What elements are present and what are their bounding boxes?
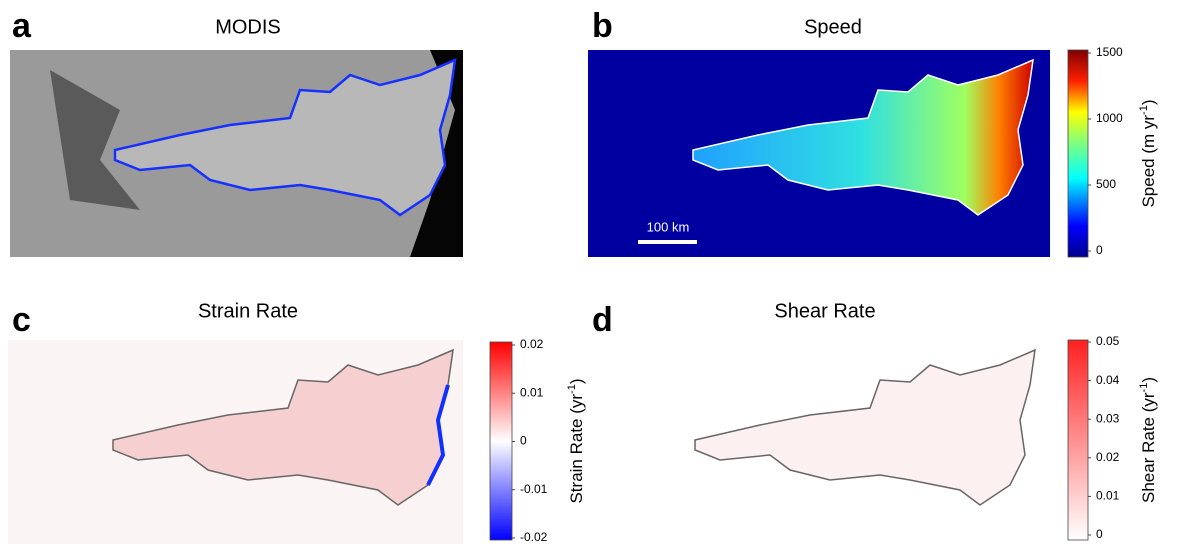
label-text: Speed (m yr [1139,115,1158,208]
panel-letter: c [12,301,31,339]
shear-map [590,340,1050,544]
colorbar-tick-label: -0.01 [520,482,548,496]
colorbar-tick-label: 0.04 [1096,373,1120,387]
panel-d: d Shear Rate [590,300,1050,544]
colorbar-tick-label: 0.01 [1096,489,1120,503]
label-text: Shear Rate (yr [1139,392,1158,503]
colorbar-bar [490,342,512,540]
colorbar-tick-label: 0 [1096,243,1103,257]
panel-a: a MODIS [10,7,463,257]
colorbar-tick-label: 0 [520,434,527,448]
label-superscript: -1 [566,384,578,394]
colorbar-tick-label: 0.05 [1096,334,1120,348]
colorbar-tick-label: 1000 [1096,111,1123,125]
panel-letter: b [592,7,613,45]
label-superscript: -1 [1138,105,1150,115]
colorbar-bar [1068,340,1088,540]
colorbar: 1500 1000 500 0 Speed (m yr-1) [1068,45,1158,257]
colorbar-tick-label: 0.02 [520,337,544,351]
panel-letter: a [12,7,32,45]
colorbar-tick-label: -0.02 [520,530,548,544]
colorbar-label: Strain Rate (yr-1) [566,378,587,503]
colorbar-bar [1068,50,1088,257]
colorbar-tick-label: 500 [1096,177,1116,191]
colorbar-label: Shear Rate (yr-1) [1138,377,1159,503]
colorbar-label: Speed (m yr-1) [1138,99,1159,207]
colorbar-tick-label: 0.01 [520,385,544,399]
colorbar: 0.05 0.04 0.03 0.02 0.01 0 Shear Rate (yr-1) [1068,334,1158,541]
scale-bar [638,240,697,244]
label-text: ) [1139,99,1158,105]
panel-title: Shear Rate [774,300,875,322]
label-text: ) [567,378,586,384]
panel-b: 100 km b Speed [588,7,1050,257]
panel-title: Strain Rate [198,300,298,322]
colorbar-tick-label: 0.03 [1096,411,1120,425]
label-superscript: -1 [1138,383,1150,393]
label-text: ) [1139,377,1158,383]
panel-title: Speed [804,16,862,38]
label-text: Strain Rate (yr [567,394,586,504]
colorbar-tick-label: 0.02 [1096,450,1120,464]
scale-bar-label: 100 km [647,219,690,234]
modis-map [10,50,463,257]
figure: a MODIS 100 km b Speed c Strain Rate d S… [0,0,1177,544]
panel-c: c Strain Rate [8,300,463,544]
strain-map [8,340,463,544]
colorbar: 0.02 0.01 0 -0.01 -0.02 Strain Rate (yr-1) [490,337,586,544]
colorbar-tick-label: 0 [1096,527,1103,541]
panel-title: MODIS [215,16,281,38]
colorbar-tick-label: 1500 [1096,45,1123,59]
panel-letter: d [592,301,613,339]
